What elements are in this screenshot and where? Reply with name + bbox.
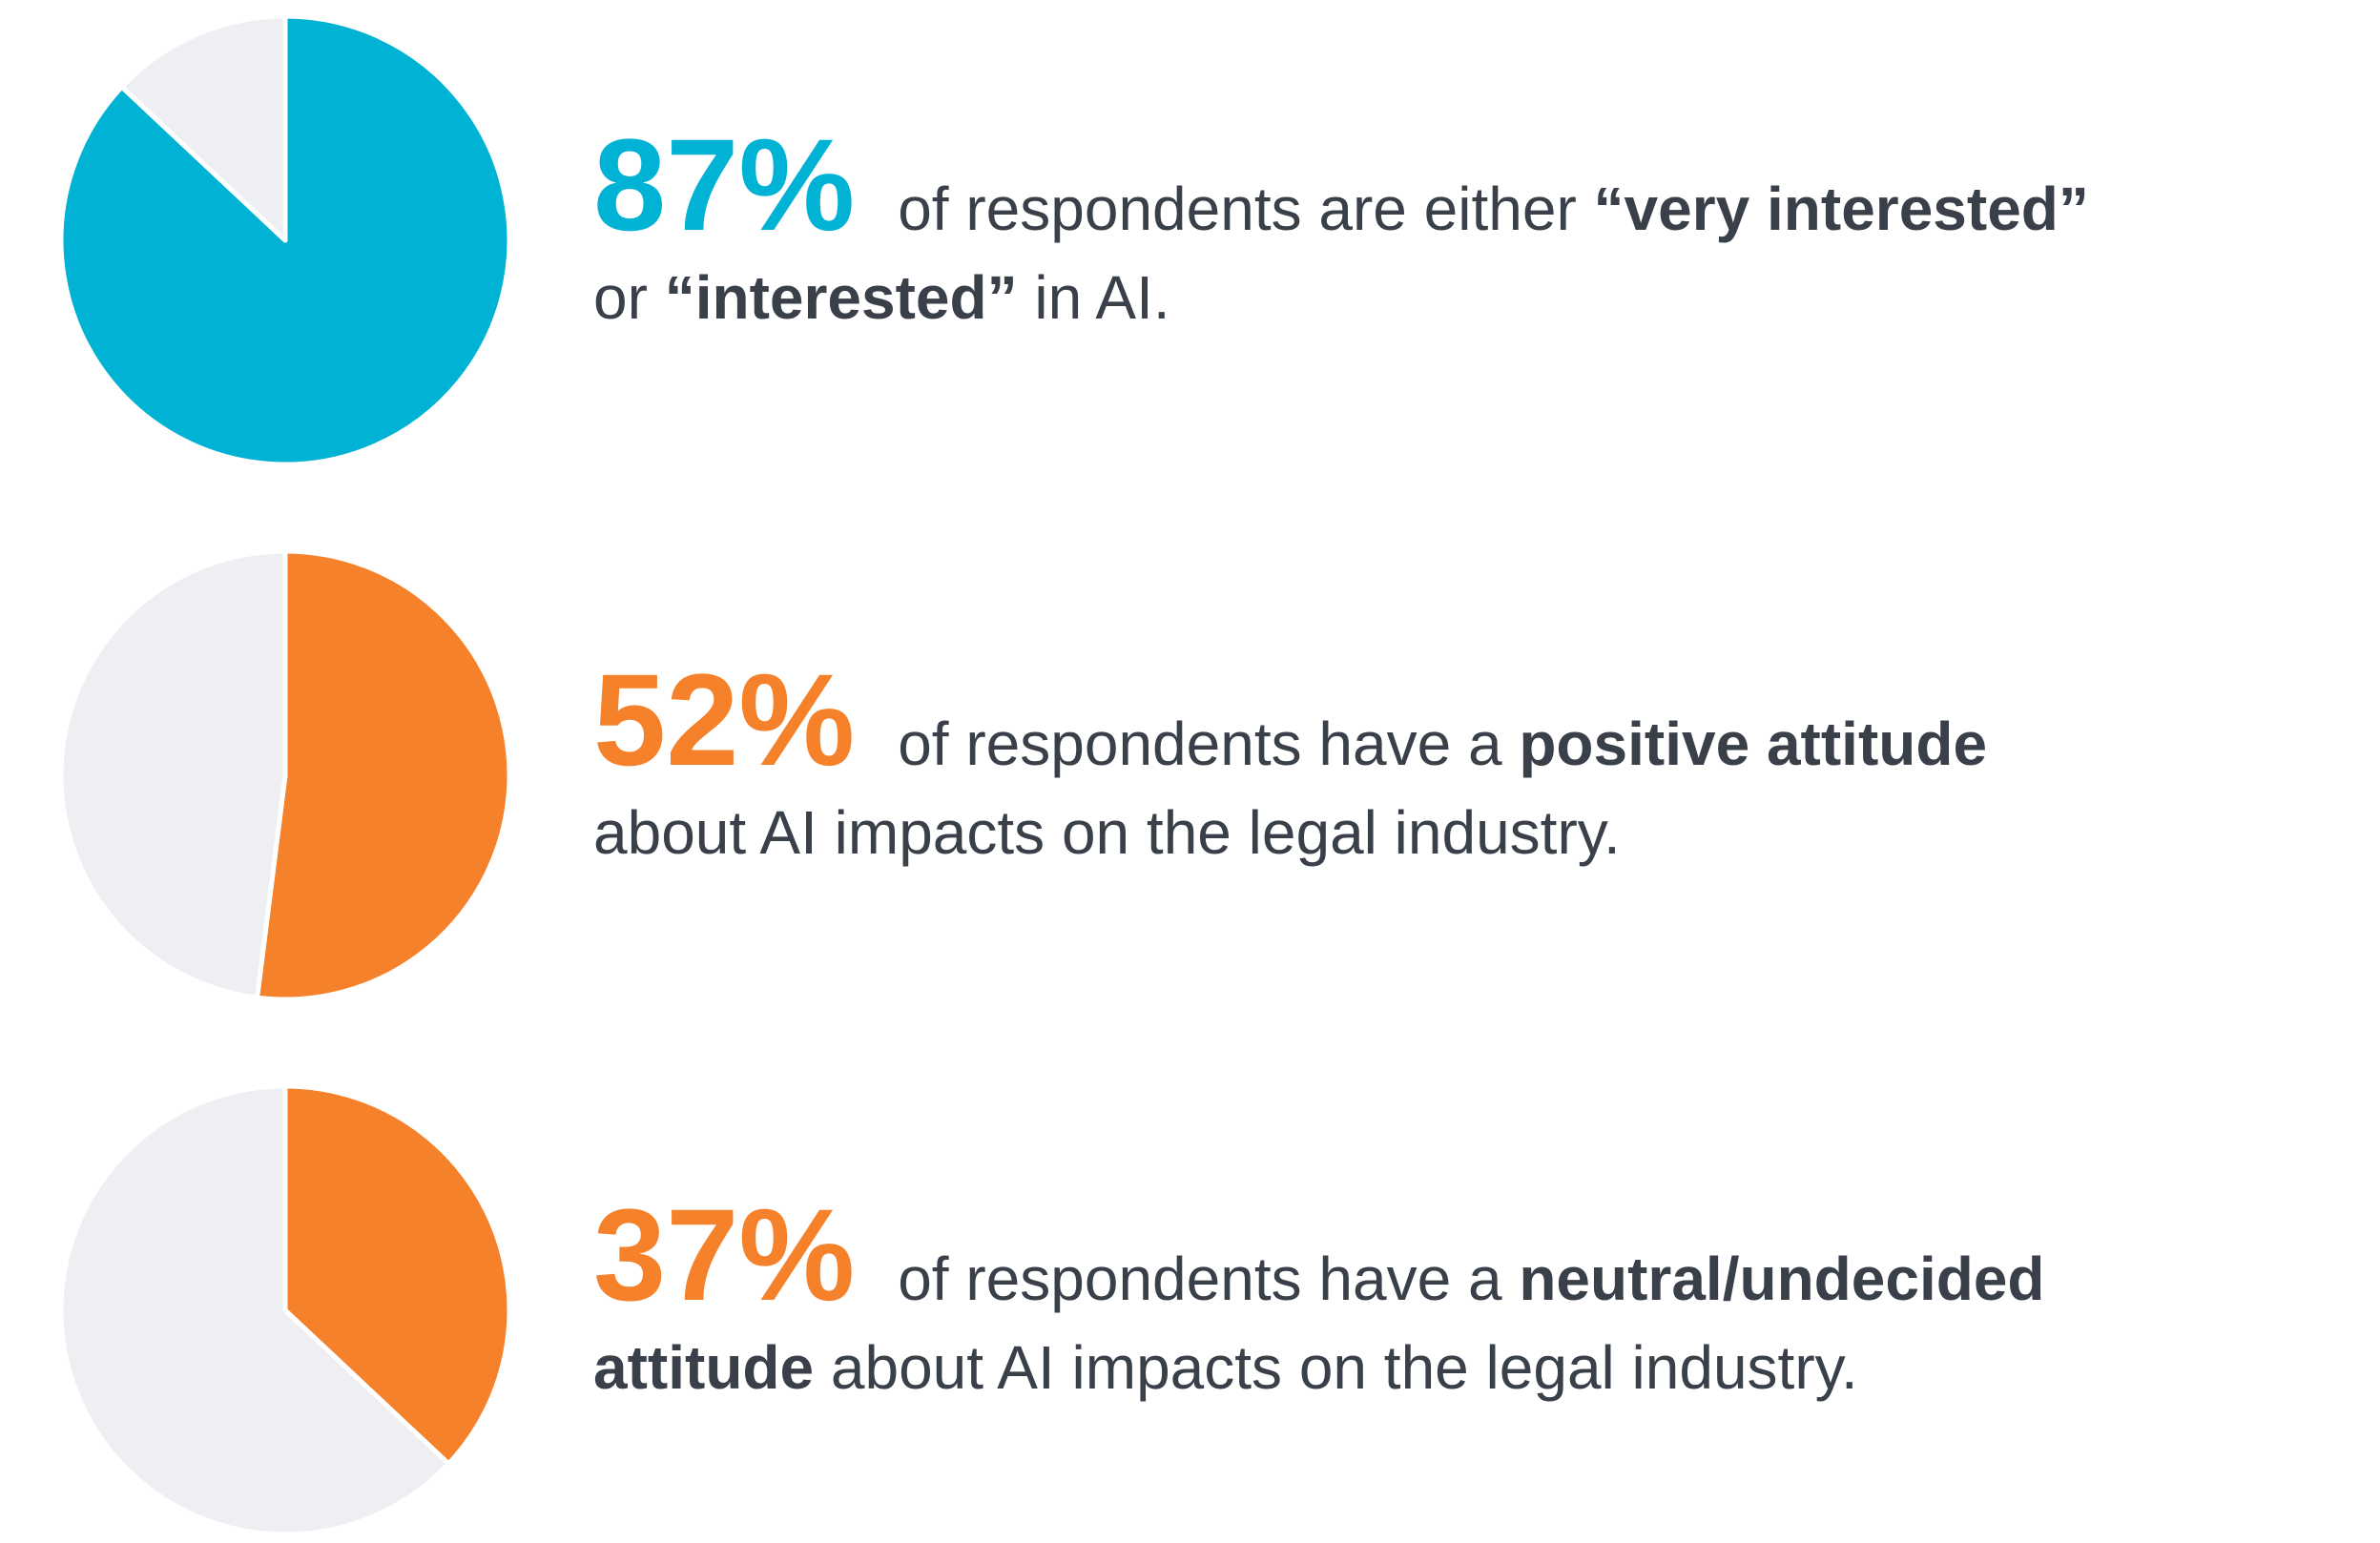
pie-slice — [58, 1083, 451, 1537]
statement-line: 52% of respondents have a positive attitu… — [593, 648, 1987, 793]
bold-phrase: positive attitude — [1519, 710, 1987, 778]
pie-slice — [119, 13, 288, 243]
statement-line: attitude about AI impacts on the legal i… — [593, 1333, 1858, 1402]
big-percentage: 52% — [593, 648, 855, 793]
pie-slice — [58, 548, 288, 1000]
pie-slice — [282, 1083, 512, 1467]
text-phrase: of respondents have a — [898, 1245, 1519, 1313]
statement-line: or “interested” in AI. — [593, 263, 1170, 332]
text-phrase: about AI impacts on the legal industry. — [593, 798, 1621, 867]
bold-phrase: neutral/undecided — [1519, 1245, 2044, 1313]
big-percentage: 87% — [593, 113, 855, 258]
big-percentage: 37% — [593, 1183, 855, 1328]
text-phrase: or — [593, 263, 665, 332]
text-phrase: about AI impacts on the legal industry. — [814, 1333, 1858, 1402]
text-phrase: in AI. — [1018, 263, 1170, 332]
statement-line: about AI impacts on the legal industry. — [593, 798, 1621, 867]
bold-phrase: “interested” — [665, 263, 1018, 332]
text-phrase: of respondents have a — [898, 710, 1519, 778]
statement-line: 37% of respondents have a neutral/undecid… — [593, 1183, 2045, 1328]
bold-phrase: “very interested” — [1594, 175, 2089, 243]
bold-phrase: attitude — [593, 1333, 814, 1402]
statement-line: 87% of respondents are either “very inter… — [593, 113, 2089, 258]
text-phrase: of respondents are either — [898, 175, 1593, 243]
pie-slice — [255, 548, 512, 1002]
